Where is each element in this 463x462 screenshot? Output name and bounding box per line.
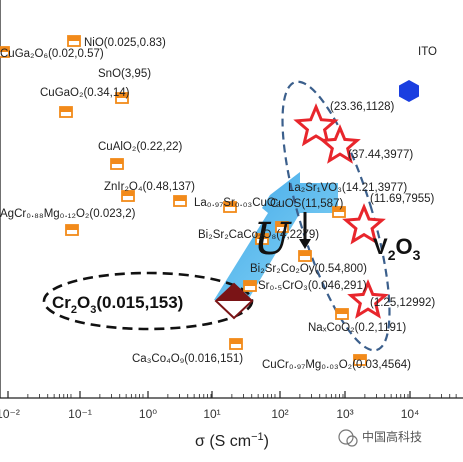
oxide-label: CuCr₀.₉₇Mg₀.₀₃O₂(0.03,4564) bbox=[262, 359, 411, 371]
ito-marker bbox=[399, 80, 419, 102]
v2o3-markers bbox=[293, 103, 389, 319]
v2o3-point-label: (23.36,1128) bbox=[330, 101, 395, 113]
marker-labels: NiO(0.025,0.83)CuGa₂O₆(0.02,0.57) SnO(3,9… bbox=[0, 37, 435, 371]
oxide-label: La₀.₉₇Sr₀.₀₃CuO₃ bbox=[194, 197, 281, 209]
oxide-marker-fill bbox=[336, 309, 348, 314]
oxide-label: NaₓCoO₂(0.2,1191) bbox=[308, 322, 406, 334]
v2o3-point-label: (37.44,3977) bbox=[348, 149, 413, 161]
oxide-marker-fill bbox=[256, 234, 268, 239]
oxide-marker-fill bbox=[68, 36, 80, 41]
oxide-markers bbox=[0, 35, 367, 366]
x-tick-label: 10⁻² bbox=[0, 407, 20, 421]
v2o3-star bbox=[347, 279, 389, 319]
oxide-marker-fill bbox=[230, 339, 242, 344]
oxide-label: Bi₂Sr₂Co₂Oy(0.54,800) bbox=[250, 263, 367, 275]
watermark-text: 中国高科技 bbox=[362, 429, 422, 444]
oxide-label: Bi₂Sr₂CaCo₂O₈(4,2279) bbox=[198, 229, 319, 241]
x-tick-label: 10⁰ bbox=[139, 407, 157, 421]
ito-label: ITO bbox=[418, 46, 437, 58]
oxide-label: CuGa₂O₆(0.02,0.57) bbox=[0, 48, 104, 60]
oxide-marker-fill bbox=[122, 191, 134, 196]
oxide-marker-fill bbox=[354, 355, 366, 360]
v2o3-star bbox=[342, 203, 386, 245]
oxide-marker-fill bbox=[174, 196, 186, 201]
oxide-label: Sr₀.₅CrO₃(0.046,291) bbox=[258, 280, 367, 292]
oxide-label: La₂Sr₁VO₃(14.21,3977) bbox=[288, 182, 407, 194]
u-symbol: U bbox=[253, 214, 292, 265]
watermark-icon bbox=[338, 429, 354, 445]
oxide-marker-fill bbox=[116, 93, 128, 98]
x-ticks: 10⁻² 10⁻¹ 10⁰ 10¹ 10² 10³ 10⁴ bbox=[0, 391, 457, 421]
oxide-label: NiO(0.025,0.83) bbox=[84, 37, 166, 49]
watermark-icon-dot bbox=[346, 435, 358, 447]
v2o3-star bbox=[319, 124, 361, 164]
x-tick-label: 10⁻¹ bbox=[68, 407, 92, 421]
x-tick-label: 10² bbox=[271, 407, 288, 421]
cr2o3-marker-fill bbox=[216, 284, 252, 301]
oxide-marker-fill bbox=[66, 225, 78, 230]
oxide-label: Ca₃Co₄O₉(0.016,151) bbox=[132, 353, 243, 365]
trend-arrow bbox=[214, 172, 338, 300]
oxide-label: CuOS(11,587) bbox=[270, 198, 343, 210]
oxide-marker-fill bbox=[333, 207, 345, 212]
cr2o3-label: Cr2O3(0.015,153) bbox=[52, 293, 183, 316]
oxide-label: ZnIr₂O₄(0.48,137) bbox=[104, 181, 195, 193]
v2o3-point-label: (1.25,12992) bbox=[370, 297, 435, 309]
oxide-marker-fill bbox=[244, 281, 256, 286]
oxide-label: CuGaO₂(0.34,14) bbox=[40, 87, 130, 99]
x-axis-label: σ (S cm−1) bbox=[195, 431, 269, 450]
u-down-arrowhead bbox=[299, 239, 311, 249]
oxide-marker-fill bbox=[0, 47, 9, 52]
oxide-marker-fill bbox=[111, 159, 123, 164]
oxide-marker-fill bbox=[299, 251, 311, 256]
x-tick-label: 10³ bbox=[336, 407, 353, 421]
oxide-marker-fill bbox=[224, 202, 236, 207]
x-tick-label: 10⁴ bbox=[401, 407, 420, 421]
oxide-label: CuAlO₂(0.22,22) bbox=[98, 141, 183, 153]
v2o3-point-label: (11.69,7955) bbox=[370, 193, 435, 205]
v2o3-star bbox=[293, 103, 339, 147]
v2o3-label: V2O3 bbox=[373, 234, 421, 263]
x-tick-label: 10¹ bbox=[203, 407, 220, 421]
v2o3-group-ellipse bbox=[281, 80, 391, 352]
watermark: 中国高科技 bbox=[338, 429, 422, 447]
oxide-marker-fill bbox=[60, 107, 72, 112]
oxide-marker-fill bbox=[276, 222, 288, 227]
oxide-label: SnO(3,95) bbox=[98, 68, 151, 80]
oxide-label: AgCr₀.₈₈Mg₀.₁₂O₂(0.023,2) bbox=[0, 208, 136, 220]
